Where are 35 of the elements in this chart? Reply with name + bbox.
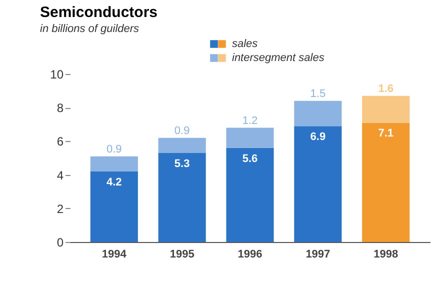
bar (90, 171, 138, 242)
data-label: 1.6 (378, 82, 394, 95)
y-tick-label: 4 (56, 168, 64, 182)
x-tick-label: 1996 (238, 248, 262, 260)
y-tick-label: 6 (56, 134, 64, 149)
data-label: 4.2 (106, 176, 122, 188)
x-tick-label: 1997 (306, 248, 330, 260)
bar (158, 138, 206, 153)
bar (226, 128, 274, 148)
bar (226, 148, 274, 242)
data-label: 6.9 (310, 131, 326, 144)
y-tick-label: 8 (56, 101, 64, 116)
data-label: 1.2 (242, 114, 258, 127)
x-tick-label: 1995 (170, 248, 194, 260)
legend-label: intersegment sales (232, 52, 325, 64)
y-tick-label: 2 (56, 202, 64, 216)
chart-title: Semiconductors (40, 4, 158, 21)
legend-label: sales (232, 38, 258, 50)
y-tick-label: 10 (50, 68, 64, 82)
x-tick-label: 1998 (374, 248, 398, 260)
data-label: 5.6 (242, 152, 258, 165)
bar (294, 100, 342, 126)
chart-subtitle: in billions of guilders (40, 23, 140, 35)
data-label: 7.1 (378, 128, 394, 140)
bar (362, 122, 410, 242)
bar (294, 126, 342, 242)
data-label: 0.9 (106, 143, 122, 156)
bar (158, 152, 206, 242)
data-label: 5.3 (174, 158, 190, 170)
data-label: 1.5 (310, 88, 326, 100)
x-tick-label: 1994 (102, 248, 128, 260)
data-label: 0.9 (174, 124, 190, 137)
y-tick-label: 0 (56, 236, 64, 250)
bar (362, 96, 410, 123)
bar (90, 156, 138, 172)
